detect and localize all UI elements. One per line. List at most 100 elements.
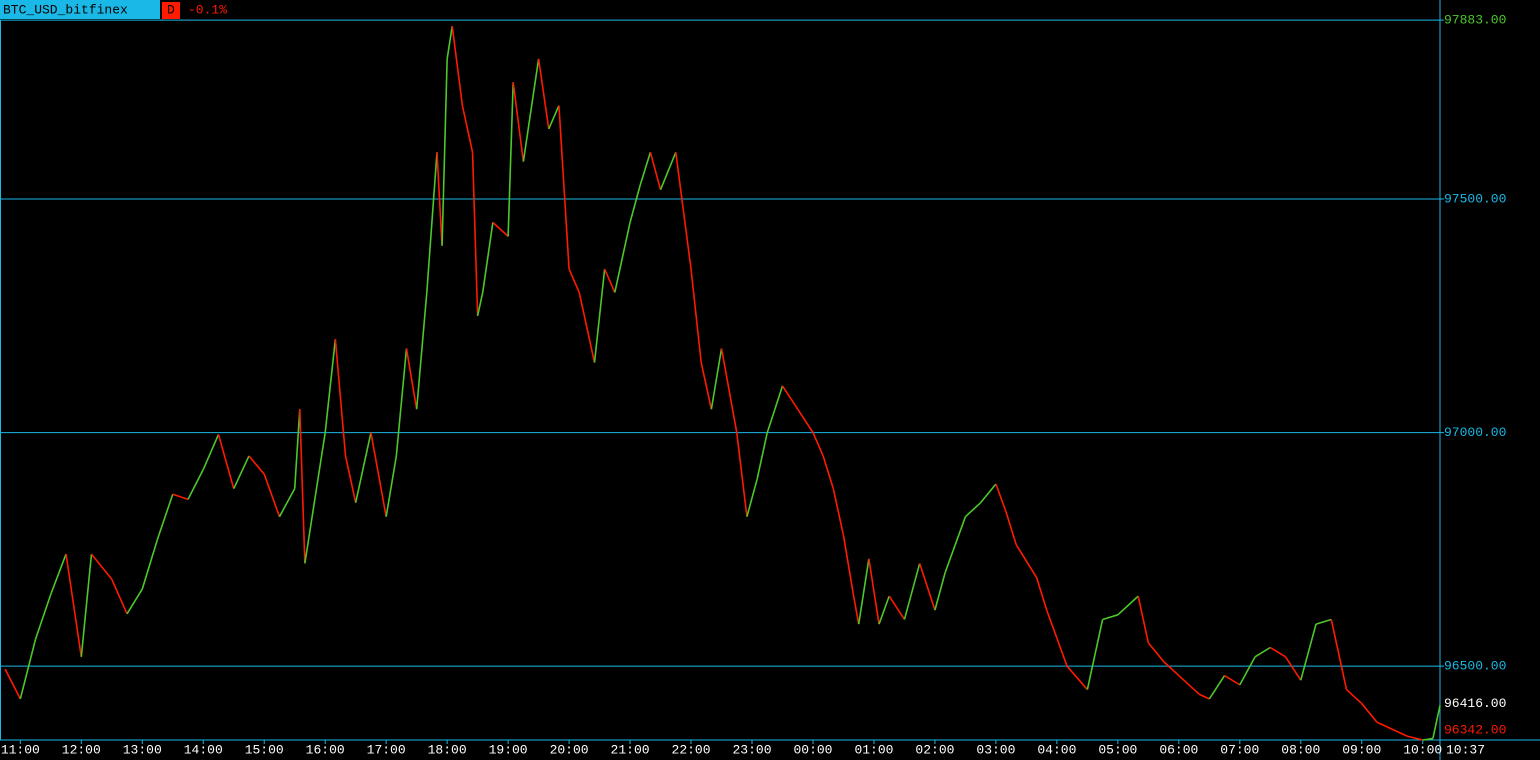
price-segment	[324, 339, 337, 433]
x-tick-label: 06:00	[1159, 742, 1198, 757]
x-tick-label: 11:00	[1, 742, 40, 757]
price-segment	[451, 26, 464, 106]
price-segment	[481, 222, 494, 293]
last-label: 96416.00	[1444, 696, 1506, 711]
price-segment	[558, 105, 570, 270]
price-segment	[944, 516, 967, 574]
change: -0.1%	[188, 2, 227, 17]
price-segment	[172, 493, 189, 501]
price-segment	[878, 595, 890, 625]
price-segment	[1300, 623, 1317, 681]
x-tick-label: 05:00	[1098, 742, 1137, 757]
price-segment	[593, 269, 606, 363]
price-segment	[1117, 595, 1139, 616]
price-segment	[1376, 721, 1393, 730]
symbol-box	[0, 0, 160, 19]
price-segment	[756, 432, 769, 480]
price-segment	[700, 362, 713, 410]
x-tick-label: 13:00	[123, 742, 162, 757]
x-tick-label: 18:00	[428, 742, 467, 757]
price-segment	[304, 432, 326, 564]
price-segment	[1066, 665, 1088, 691]
x-tick-label: 12:00	[62, 742, 101, 757]
price-segment	[522, 58, 540, 162]
price-segment	[1102, 614, 1119, 621]
x-tick-label: 15:00	[245, 742, 284, 757]
price-segment	[80, 553, 93, 657]
price-segment	[34, 593, 52, 640]
price-segment	[19, 638, 37, 700]
price-segment	[248, 455, 265, 475]
price-segment	[90, 553, 113, 580]
price-segment	[141, 538, 159, 590]
x-tick-label: 21:00	[611, 742, 650, 757]
x-tick-label: 22:00	[672, 742, 711, 757]
x-tick-label: 08:00	[1281, 742, 1320, 757]
x-tick-label: 04:00	[1037, 742, 1076, 757]
price-segment	[832, 488, 845, 536]
price-segment	[512, 82, 525, 162]
x-tick-label: 23:00	[733, 742, 772, 757]
price-segment	[1035, 577, 1048, 611]
price-segment	[1147, 642, 1165, 663]
price-segment	[415, 292, 428, 410]
price-segment	[822, 455, 835, 489]
price-segment	[263, 473, 281, 517]
price-segment	[405, 348, 418, 410]
price-segment	[603, 268, 616, 293]
price-segment	[639, 152, 652, 186]
interval[interactable]: D	[167, 2, 175, 17]
low-label: 96342.00	[1444, 722, 1506, 737]
price-segment	[852, 595, 860, 625]
price-segment	[370, 432, 387, 517]
price-segment	[1224, 674, 1241, 686]
price-segment	[868, 558, 880, 625]
price-segment	[629, 184, 641, 223]
price-segment	[1345, 688, 1363, 705]
price-segment	[1254, 646, 1271, 658]
high-label: 97883.00	[1444, 13, 1506, 28]
price-segment	[476, 292, 484, 316]
price-segment	[1056, 637, 1068, 667]
interval-box[interactable]	[162, 2, 180, 19]
price-segment	[995, 483, 1007, 513]
price-segment	[293, 409, 301, 489]
price-segment	[1269, 646, 1286, 658]
price-segment	[1163, 660, 1180, 677]
price-segment	[65, 553, 83, 657]
price-segment	[217, 434, 235, 489]
x-tick-label: 16:00	[306, 742, 345, 757]
price-segment	[1432, 705, 1441, 739]
price-segment	[426, 152, 438, 293]
price-segment	[842, 535, 855, 597]
x-tick-label: 14:00	[184, 742, 223, 757]
price-segment	[1330, 619, 1348, 690]
price-segment	[1284, 656, 1302, 681]
x-tick-label: 03:00	[976, 742, 1015, 757]
price-segment	[1086, 619, 1104, 690]
price-segment	[964, 502, 982, 518]
price-segment	[578, 292, 586, 316]
price-segment	[441, 58, 448, 246]
price-segment	[583, 315, 596, 363]
x-tick-label: 20:00	[550, 742, 589, 757]
price-segment	[1137, 595, 1150, 643]
x-tick-label: 10:00	[1403, 742, 1442, 757]
price-segment	[888, 595, 906, 620]
price-segment	[187, 469, 204, 500]
price-segment	[385, 455, 398, 517]
price-segment	[857, 558, 870, 625]
price-segment	[766, 385, 784, 433]
price-segment	[507, 82, 514, 237]
price-segment	[4, 668, 22, 700]
price-segment	[781, 385, 799, 410]
price-segment	[797, 408, 814, 434]
x-tick-label: 00:00	[793, 742, 832, 757]
y-tick-label: 97500.00	[1444, 191, 1506, 206]
y-tick-label: 97000.00	[1444, 425, 1506, 440]
price-segment	[1178, 674, 1200, 695]
price-segment	[446, 26, 454, 59]
price-segment	[334, 339, 347, 457]
price-segment	[1198, 693, 1210, 700]
